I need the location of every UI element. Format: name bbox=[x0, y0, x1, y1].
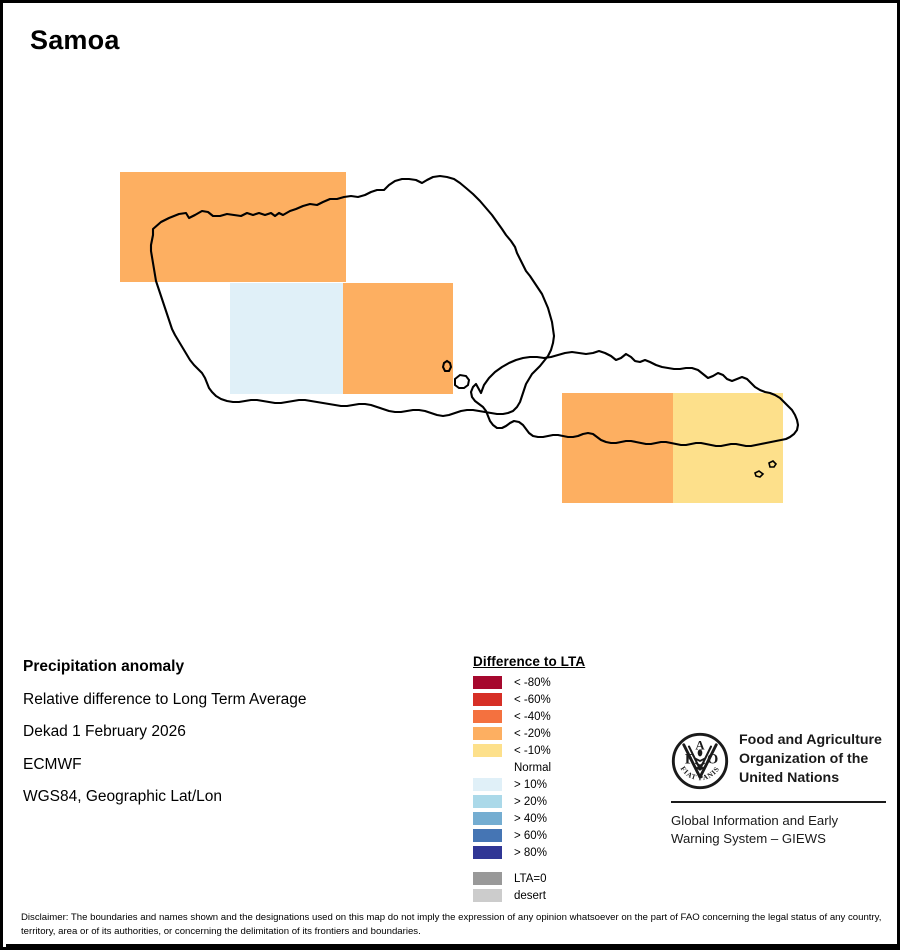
legend-item: < -20% bbox=[473, 725, 653, 742]
fao-name-line-3: United Nations bbox=[739, 770, 840, 787]
legend-swatch bbox=[473, 812, 502, 825]
island-upolu bbox=[469, 349, 800, 478]
fao-organization-name: Food and Agriculture Organization of the… bbox=[739, 731, 882, 789]
legend-swatch bbox=[473, 710, 502, 723]
cell-savaii-northwest bbox=[120, 172, 346, 282]
legend-label: < -20% bbox=[514, 727, 551, 740]
legend-swatch bbox=[473, 795, 502, 808]
fao-logo-icon: F A O FIAT PANIS bbox=[671, 732, 729, 790]
cell-savaii-southeast bbox=[343, 283, 453, 394]
legend-item: > 80% bbox=[473, 844, 653, 861]
legend-swatch bbox=[473, 761, 502, 774]
giews-line-1: Global Information and Early bbox=[671, 813, 839, 828]
fao-divider bbox=[671, 801, 886, 803]
map-canvas[interactable] bbox=[3, 63, 897, 643]
legend-swatch bbox=[473, 744, 502, 757]
page-title: Samoa bbox=[30, 25, 120, 55]
legend-swatch bbox=[473, 846, 502, 859]
giews-name: Global Information and Early Warning Sys… bbox=[671, 812, 886, 848]
legend-label: > 20% bbox=[514, 795, 547, 808]
svg-text:F: F bbox=[685, 751, 694, 767]
svg-text:O: O bbox=[707, 751, 718, 767]
legend-swatch bbox=[473, 727, 502, 740]
legend-item-extra: LTA=0 bbox=[473, 870, 653, 887]
fao-branding: F A O FIAT PANIS Food and Agriculture Or… bbox=[671, 731, 886, 848]
cell-savaii-southcentral bbox=[230, 283, 343, 394]
legend-label: < -80% bbox=[514, 676, 551, 689]
legend: Difference to LTA < -80% < -60% < -40% <… bbox=[473, 654, 653, 904]
legend-swatch bbox=[473, 778, 502, 791]
map-info-block: Precipitation anomaly Relative differenc… bbox=[23, 658, 443, 821]
fao-name-line-2: Organization of the bbox=[739, 751, 869, 768]
legend-item: < -10% bbox=[473, 742, 653, 759]
legend-swatch bbox=[473, 889, 502, 902]
legend-label: Normal bbox=[514, 761, 552, 774]
info-source: ECMWF bbox=[23, 755, 82, 773]
legend-label: > 10% bbox=[514, 778, 547, 791]
legend-label: < -40% bbox=[514, 710, 551, 723]
legend-item: > 40% bbox=[473, 810, 653, 827]
legend-swatch bbox=[473, 693, 502, 706]
legend-label: LTA=0 bbox=[514, 872, 547, 885]
legend-swatch bbox=[473, 872, 502, 885]
giews-line-2: Warning System – GIEWS bbox=[671, 831, 826, 847]
legend-swatch bbox=[473, 676, 502, 689]
info-period: Dekad 1 February 2026 bbox=[23, 723, 186, 740]
legend-swatch bbox=[473, 829, 502, 842]
anomaly-grid-cells bbox=[120, 172, 783, 503]
fao-name-line-1: Food and Agriculture bbox=[739, 732, 882, 748]
legend-item: < -60% bbox=[473, 691, 653, 708]
legend-spacer bbox=[473, 861, 653, 870]
island-savaii bbox=[149, 174, 556, 418]
legend-item: Normal bbox=[473, 759, 653, 776]
islands-apolima-strait bbox=[441, 359, 471, 389]
legend-item: < -80% bbox=[473, 674, 653, 691]
legend-label: < -60% bbox=[514, 693, 551, 706]
cell-upolu-west bbox=[562, 393, 673, 503]
legend-label: > 60% bbox=[514, 829, 547, 842]
info-subtitle: Relative difference to Long Term Average bbox=[23, 690, 307, 708]
disclaimer-divider bbox=[6, 944, 897, 947]
legend-label: > 80% bbox=[514, 846, 547, 859]
legend-item: > 10% bbox=[473, 776, 653, 793]
legend-label: desert bbox=[514, 889, 546, 902]
legend-item: > 60% bbox=[473, 827, 653, 844]
svg-text:A: A bbox=[695, 738, 705, 752]
legend-item: < -40% bbox=[473, 708, 653, 725]
cell-upolu-east bbox=[673, 393, 783, 503]
legend-label: < -10% bbox=[514, 744, 551, 757]
legend-title: Difference to LTA bbox=[473, 654, 586, 669]
info-heading: Precipitation anomaly bbox=[23, 658, 185, 675]
legend-item-extra: desert bbox=[473, 887, 653, 904]
legend-item: > 20% bbox=[473, 793, 653, 810]
info-projection: WGS84, Geographic Lat/Lon bbox=[23, 788, 223, 805]
legend-label: > 40% bbox=[514, 812, 547, 825]
disclaimer-text: Disclaimer: The boundaries and names sho… bbox=[21, 912, 882, 937]
